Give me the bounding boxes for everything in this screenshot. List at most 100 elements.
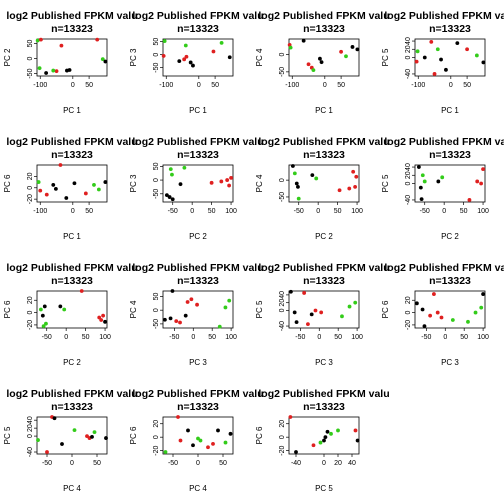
data-point-green bbox=[100, 57, 105, 62]
chart-subtitle: n=13323 bbox=[303, 23, 345, 35]
x-tick-label: 50 bbox=[93, 460, 101, 467]
x-tick-label: 0 bbox=[316, 208, 320, 215]
data-point-black bbox=[188, 60, 193, 65]
x-tick-label: 100 bbox=[477, 334, 489, 341]
chart-title: log2 Published FPKM valu bbox=[132, 388, 263, 400]
data-point-black bbox=[436, 179, 441, 184]
data-point-black bbox=[40, 313, 45, 318]
x-tick-label: 0 bbox=[70, 460, 74, 467]
data-point-black bbox=[64, 196, 69, 200]
data-point-green bbox=[92, 430, 97, 435]
data-point-black bbox=[104, 436, 108, 440]
data-point-red bbox=[432, 72, 437, 76]
data-point-black bbox=[290, 164, 295, 168]
data-point-red bbox=[351, 169, 356, 174]
data-point-green bbox=[473, 310, 478, 315]
data-point-green bbox=[92, 183, 96, 187]
data-point-green bbox=[466, 319, 470, 324]
plot-frame bbox=[36, 416, 108, 455]
data-point-red bbox=[414, 59, 419, 64]
y-tick-label: 0 bbox=[27, 434, 34, 438]
data-point-black bbox=[53, 187, 58, 191]
y-tick-label: 20 bbox=[405, 296, 412, 304]
data-point-black bbox=[167, 195, 172, 199]
x-tick-label: 50 bbox=[85, 208, 93, 215]
x-tick-label: -100 bbox=[33, 208, 47, 215]
data-point-green bbox=[37, 66, 42, 71]
y-axis-label: PC 5 bbox=[381, 48, 390, 66]
data-point-red bbox=[45, 450, 49, 454]
x-tick-label: 50 bbox=[460, 334, 468, 341]
y-tick-label: 20 bbox=[279, 299, 286, 307]
data-point-red bbox=[176, 415, 180, 419]
x-tick-label: 50 bbox=[460, 208, 468, 215]
chart-title: log2 Published FPKM valu bbox=[258, 388, 389, 400]
data-point-black bbox=[481, 60, 486, 65]
data-point-red bbox=[211, 49, 216, 54]
y-axis-label: PC 6 bbox=[381, 300, 390, 318]
data-point-black bbox=[51, 183, 56, 187]
data-point-red bbox=[211, 442, 215, 446]
x-tick-label: 0 bbox=[317, 334, 321, 341]
data-point-black bbox=[481, 292, 486, 296]
data-point-black bbox=[42, 304, 47, 309]
data-point-green bbox=[314, 176, 319, 181]
data-point-green bbox=[198, 438, 203, 443]
data-point-red bbox=[337, 188, 342, 193]
data-point-black bbox=[416, 165, 421, 169]
plot-frame bbox=[288, 290, 360, 329]
data-point-black bbox=[58, 304, 63, 309]
x-tick-label: 0 bbox=[190, 208, 194, 215]
chart-title: log2 Published FPKM valu bbox=[6, 262, 137, 274]
data-point-green bbox=[168, 167, 173, 172]
chart-title: log2 Published FPKM valu bbox=[132, 136, 263, 148]
data-point-red bbox=[189, 297, 194, 302]
x-tick-label: 0 bbox=[71, 82, 75, 89]
data-point-red bbox=[465, 47, 469, 52]
y-tick-label: 0 bbox=[27, 186, 34, 190]
x-axis-label: PC 2 bbox=[63, 358, 81, 367]
data-point-black bbox=[60, 442, 64, 446]
data-point-black bbox=[294, 450, 298, 454]
plot-frame bbox=[162, 164, 234, 203]
data-point-green bbox=[422, 179, 427, 184]
y-tick-label: 0 bbox=[405, 181, 412, 185]
data-point-green bbox=[183, 43, 188, 48]
data-point-red bbox=[432, 292, 436, 296]
data-point-green bbox=[318, 440, 323, 445]
chart-subtitle: n=13323 bbox=[177, 275, 219, 287]
x-tick-label: 40 bbox=[348, 460, 356, 467]
plot-frame bbox=[288, 416, 360, 455]
x-tick-label: 0 bbox=[197, 82, 201, 89]
x-tick-label: 0 bbox=[191, 334, 195, 341]
data-point-black bbox=[227, 55, 232, 60]
data-point-green bbox=[182, 165, 187, 170]
y-tick-label: 0 bbox=[279, 435, 286, 439]
y-tick-label: 0 bbox=[279, 178, 286, 182]
data-point-green bbox=[440, 175, 445, 180]
data-point-black bbox=[325, 429, 330, 434]
data-point-green bbox=[340, 314, 344, 319]
y-tick-label: -20 bbox=[153, 445, 160, 455]
x-tick-label: 50 bbox=[334, 208, 342, 215]
data-point-red bbox=[311, 443, 316, 448]
y-tick-label: -20 bbox=[27, 194, 34, 204]
data-point-red bbox=[306, 62, 311, 67]
y-tick-label: 0 bbox=[153, 178, 160, 182]
chart-title: log2 Published FPKM valu bbox=[258, 262, 389, 274]
x-tick-label: 20 bbox=[334, 460, 342, 467]
chart-subtitle: n=13323 bbox=[51, 149, 93, 161]
chart-title: log2 Published FPKM valu bbox=[384, 136, 504, 148]
data-point-red bbox=[306, 322, 310, 327]
data-point-black bbox=[177, 59, 182, 64]
plot-frame bbox=[36, 290, 108, 329]
data-point-red bbox=[195, 302, 199, 307]
data-point-black bbox=[319, 60, 324, 65]
data-point-black bbox=[444, 67, 448, 72]
y-tick-label: -40 bbox=[27, 447, 34, 457]
